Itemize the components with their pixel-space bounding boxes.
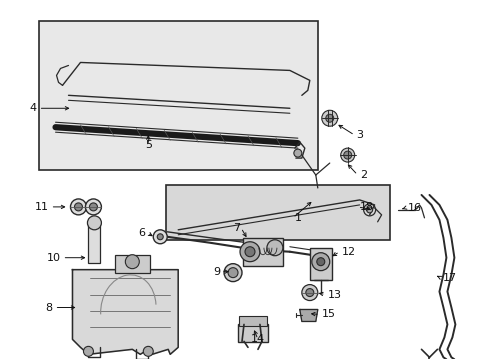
Text: 11: 11 [35, 202, 48, 212]
Circle shape [157, 234, 163, 240]
Bar [166, 185, 389, 240]
Text: 3: 3 [356, 130, 363, 140]
Text: 7: 7 [232, 223, 240, 233]
Circle shape [244, 247, 254, 257]
Bar [309, 248, 331, 280]
Text: 14: 14 [250, 334, 264, 345]
Circle shape [70, 199, 86, 215]
Text: 1: 1 [294, 213, 301, 223]
Circle shape [89, 203, 97, 211]
Circle shape [143, 346, 153, 356]
Text: 13: 13 [327, 289, 341, 300]
Circle shape [153, 230, 167, 244]
Circle shape [266, 240, 283, 256]
Bar [238, 324, 267, 342]
Bar [239, 316, 266, 327]
Bar [115, 255, 150, 273]
Circle shape [343, 151, 351, 159]
Text: 6: 6 [138, 228, 145, 238]
Circle shape [293, 149, 301, 157]
Polygon shape [299, 310, 317, 321]
Circle shape [240, 242, 260, 262]
Circle shape [227, 268, 238, 278]
Circle shape [85, 199, 101, 215]
Text: 18: 18 [359, 202, 373, 212]
Text: 10: 10 [46, 253, 61, 263]
Circle shape [74, 203, 82, 211]
Text: 4: 4 [29, 103, 37, 113]
Text: 15: 15 [321, 310, 335, 319]
Circle shape [311, 253, 329, 271]
Circle shape [83, 346, 93, 356]
Circle shape [325, 114, 333, 122]
Polygon shape [72, 270, 178, 354]
Bar [243, 238, 283, 266]
Circle shape [301, 285, 317, 301]
Circle shape [224, 264, 242, 282]
Circle shape [125, 255, 139, 269]
Text: 17: 17 [442, 273, 456, 283]
Circle shape [316, 258, 324, 266]
Text: 5: 5 [144, 140, 151, 150]
Circle shape [305, 289, 313, 297]
Circle shape [321, 110, 337, 126]
Text: 9: 9 [212, 267, 220, 276]
Text: 8: 8 [45, 302, 52, 312]
Text: 2: 2 [359, 170, 366, 180]
Bar [88, 223, 100, 263]
Text: 12: 12 [341, 247, 355, 257]
Text: 16: 16 [407, 203, 421, 213]
Circle shape [87, 216, 101, 230]
Circle shape [340, 148, 354, 162]
Bar [39, 21, 317, 170]
Circle shape [366, 207, 372, 213]
